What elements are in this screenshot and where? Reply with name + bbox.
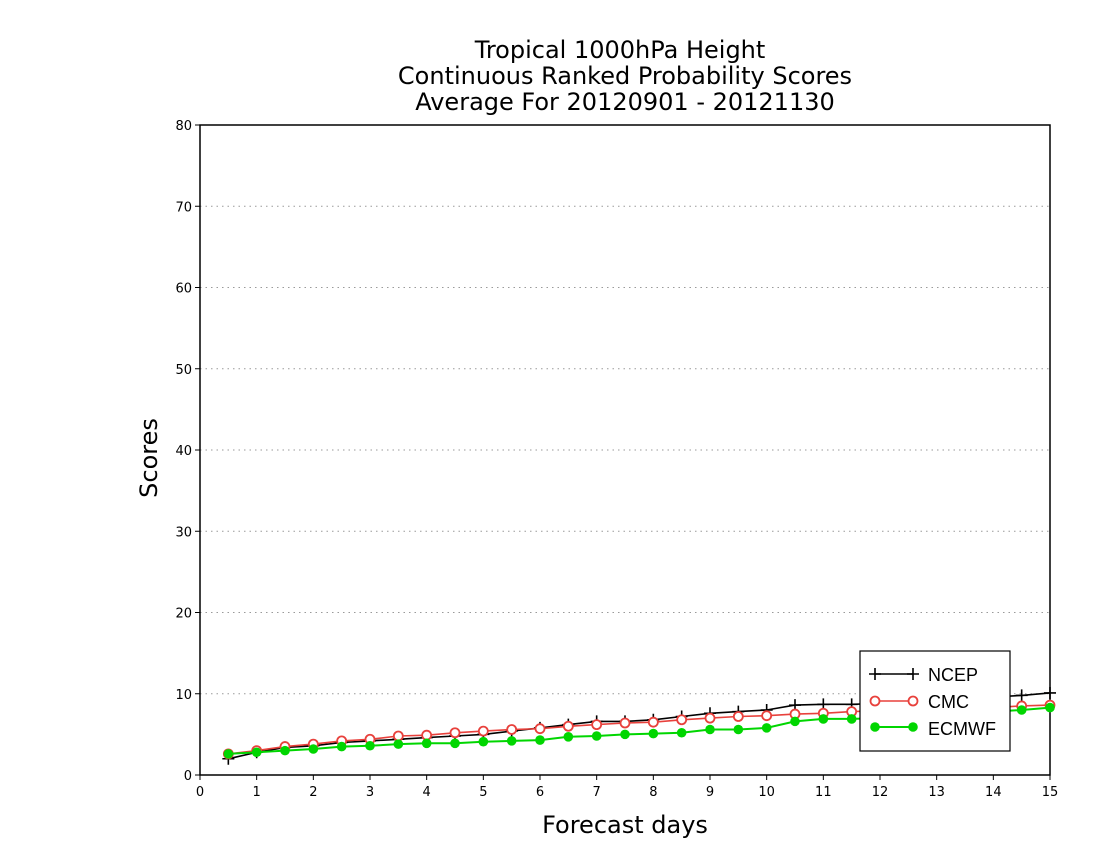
data-point-cmc (761, 710, 773, 722)
data-point-cmc (732, 711, 744, 722)
y-tick-label: 40 (175, 444, 192, 459)
y-tick-label: 60 (175, 282, 192, 297)
data-point-ecmwf (790, 716, 800, 727)
data-point-ecmwf (648, 728, 659, 739)
data-point-ecmwf (478, 736, 489, 747)
y-tick-label: 50 (175, 363, 192, 378)
legend-marker-ncep (869, 668, 881, 680)
data-point-ecmwf (535, 735, 545, 745)
data-point-ecmwf (818, 714, 829, 724)
x-tick-label: 9 (706, 785, 714, 800)
x-tick-label: 3 (366, 785, 374, 800)
x-tick-label: 15 (1042, 785, 1059, 800)
data-point-cmc (506, 724, 518, 735)
legend-marker-ncep (907, 668, 919, 680)
y-axis-label: Scores (135, 418, 163, 498)
data-point-ecmwf (421, 738, 432, 749)
x-tick-label: 1 (253, 785, 261, 800)
data-point-ecmwf (336, 741, 347, 752)
x-axis-label: Forecast days (542, 811, 708, 839)
data-point-ncep (1015, 689, 1028, 702)
data-point-cmc (421, 729, 433, 741)
data-point-ecmwf (251, 747, 262, 758)
data-point-ecmwf (1016, 705, 1027, 715)
data-point-ecmwf (506, 736, 517, 746)
legend-marker-ecmwf (870, 722, 880, 732)
x-tick-label: 5 (479, 785, 487, 800)
data-point-cmc (704, 712, 716, 724)
data-point-ecmwf (450, 738, 460, 749)
x-tick-label: 13 (928, 785, 945, 800)
title-line-1: Tropical 1000hPa Height (474, 36, 766, 64)
data-point-cmc (591, 719, 603, 731)
data-point-ecmwf (761, 723, 772, 733)
y-tick-label: 20 (175, 607, 192, 622)
data-point-ecmwf (1045, 702, 1055, 713)
legend-marker-cmc (907, 695, 919, 707)
data-point-cmc (562, 720, 574, 732)
y-tick-label: 0 (184, 769, 192, 784)
chart-title: Tropical 1000hPa Height Continuous Ranke… (398, 36, 852, 116)
data-point-cmc (392, 730, 404, 742)
legend-label-cmc: CMC (928, 692, 969, 712)
y-tick-label: 80 (175, 119, 192, 134)
data-point-cmc (676, 714, 688, 726)
x-tick-label: 4 (423, 785, 431, 800)
y-tick-label: 30 (175, 525, 192, 540)
legend-label-ncep: NCEP (928, 665, 978, 685)
x-tick-label: 12 (872, 785, 889, 800)
legend-label-ecmwf: ECMWF (928, 719, 996, 739)
y-tick-label: 10 (175, 688, 192, 703)
legend-marker-cmc (869, 695, 881, 707)
x-tick-label: 2 (309, 785, 317, 800)
data-point-cmc (534, 723, 546, 735)
legend: NCEP CMC ECMWF (859, 650, 1011, 752)
x-tick-label: 0 (196, 785, 204, 800)
data-point-ecmwf (223, 749, 234, 759)
data-point-ecmwf (563, 732, 574, 742)
x-tick-label: 7 (593, 785, 601, 800)
title-line-3: Average For 20120901 - 20121130 (415, 88, 835, 116)
x-tick-label: 10 (758, 785, 775, 800)
gridlines (200, 205, 1050, 695)
data-point-ecmwf (733, 724, 744, 735)
x-tick-label: 14 (985, 785, 1002, 800)
data-point-ecmwf (591, 731, 602, 741)
data-point-cmc (619, 717, 631, 729)
legend-marker-ecmwf (908, 722, 918, 732)
x-tick-label: 8 (649, 785, 657, 800)
data-point-ecmwf (308, 744, 319, 754)
data-point-cmc (449, 727, 461, 739)
x-tick-label: 6 (536, 785, 544, 800)
legend-marks (869, 668, 919, 732)
x-tick-label: 11 (815, 785, 832, 800)
data-point-ecmwf (676, 727, 687, 738)
data-point-ecmwf (280, 745, 290, 756)
data-point-ecmwf (846, 714, 857, 724)
data-point-ecmwf (705, 724, 715, 735)
data-point-cmc (477, 725, 489, 737)
data-point-cmc (647, 716, 659, 728)
data-point-ecmwf (620, 729, 630, 740)
data-point-ecmwf (365, 740, 375, 751)
title-line-2: Continuous Ranked Probability Scores (398, 62, 852, 90)
data-point-ecmwf (393, 739, 404, 749)
y-tick-label: 70 (175, 200, 192, 215)
data-point-ncep (1044, 686, 1056, 699)
